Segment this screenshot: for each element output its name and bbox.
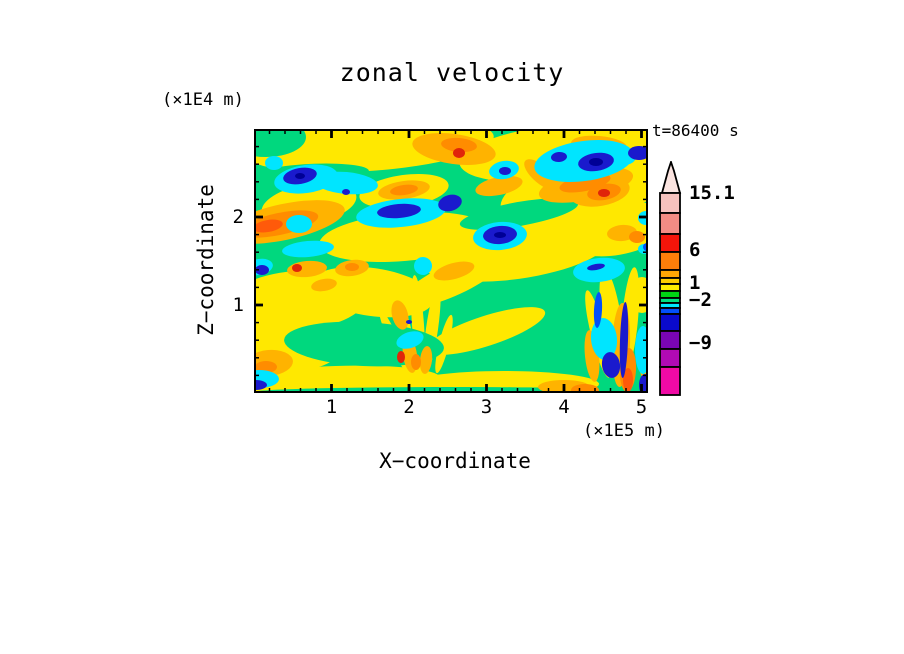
colorbar-tick-label: −9 <box>689 332 712 354</box>
contour-field-svg <box>254 129 648 393</box>
colorbar-svg <box>659 161 682 396</box>
colorbar-tick-label: 15.1 <box>689 182 735 204</box>
colorbar-segment <box>659 269 681 279</box>
time-annotation: t=86400 s <box>652 121 739 140</box>
colorbar-tick-label: −2 <box>689 289 712 311</box>
plot-frame <box>254 129 648 393</box>
field-blobs <box>254 129 648 393</box>
x-tick-label: 1 <box>325 396 338 418</box>
x-axis-units-label: (×1E5 m) <box>583 421 665 441</box>
colorbar-segment <box>659 283 681 292</box>
y-axis-title: Z−coordinate <box>194 184 218 336</box>
colorbar-arrow-tip <box>660 161 682 194</box>
y-tick-label: 1 <box>232 294 244 316</box>
colorbar-segment <box>659 233 681 253</box>
colorbar-segment <box>659 348 681 368</box>
y-axis-units-label: (×1E4 m) <box>162 90 244 110</box>
colorbar-segment <box>659 212 681 235</box>
x-axis-title: X−coordinate <box>379 449 531 473</box>
colorbar-segment <box>659 330 681 350</box>
x-tick-label: 3 <box>480 396 493 418</box>
y-tick-label: 2 <box>232 206 244 228</box>
x-tick-label: 2 <box>403 396 415 418</box>
x-tick-label: 4 <box>558 396 570 418</box>
contour-plot-area <box>254 129 648 393</box>
colorbar-tick-label: 6 <box>689 239 701 261</box>
colorbar-segment <box>659 290 681 299</box>
colorbar-segment <box>659 251 681 271</box>
chart-title: zonal velocity <box>339 58 565 87</box>
colorbar-segment <box>659 366 681 396</box>
colorbar <box>658 161 684 399</box>
colorbar-segment <box>659 192 681 214</box>
colorbar-tick-label: 1 <box>689 272 701 294</box>
colorbar-segment <box>659 313 681 332</box>
x-tick-label: 5 <box>635 396 648 418</box>
